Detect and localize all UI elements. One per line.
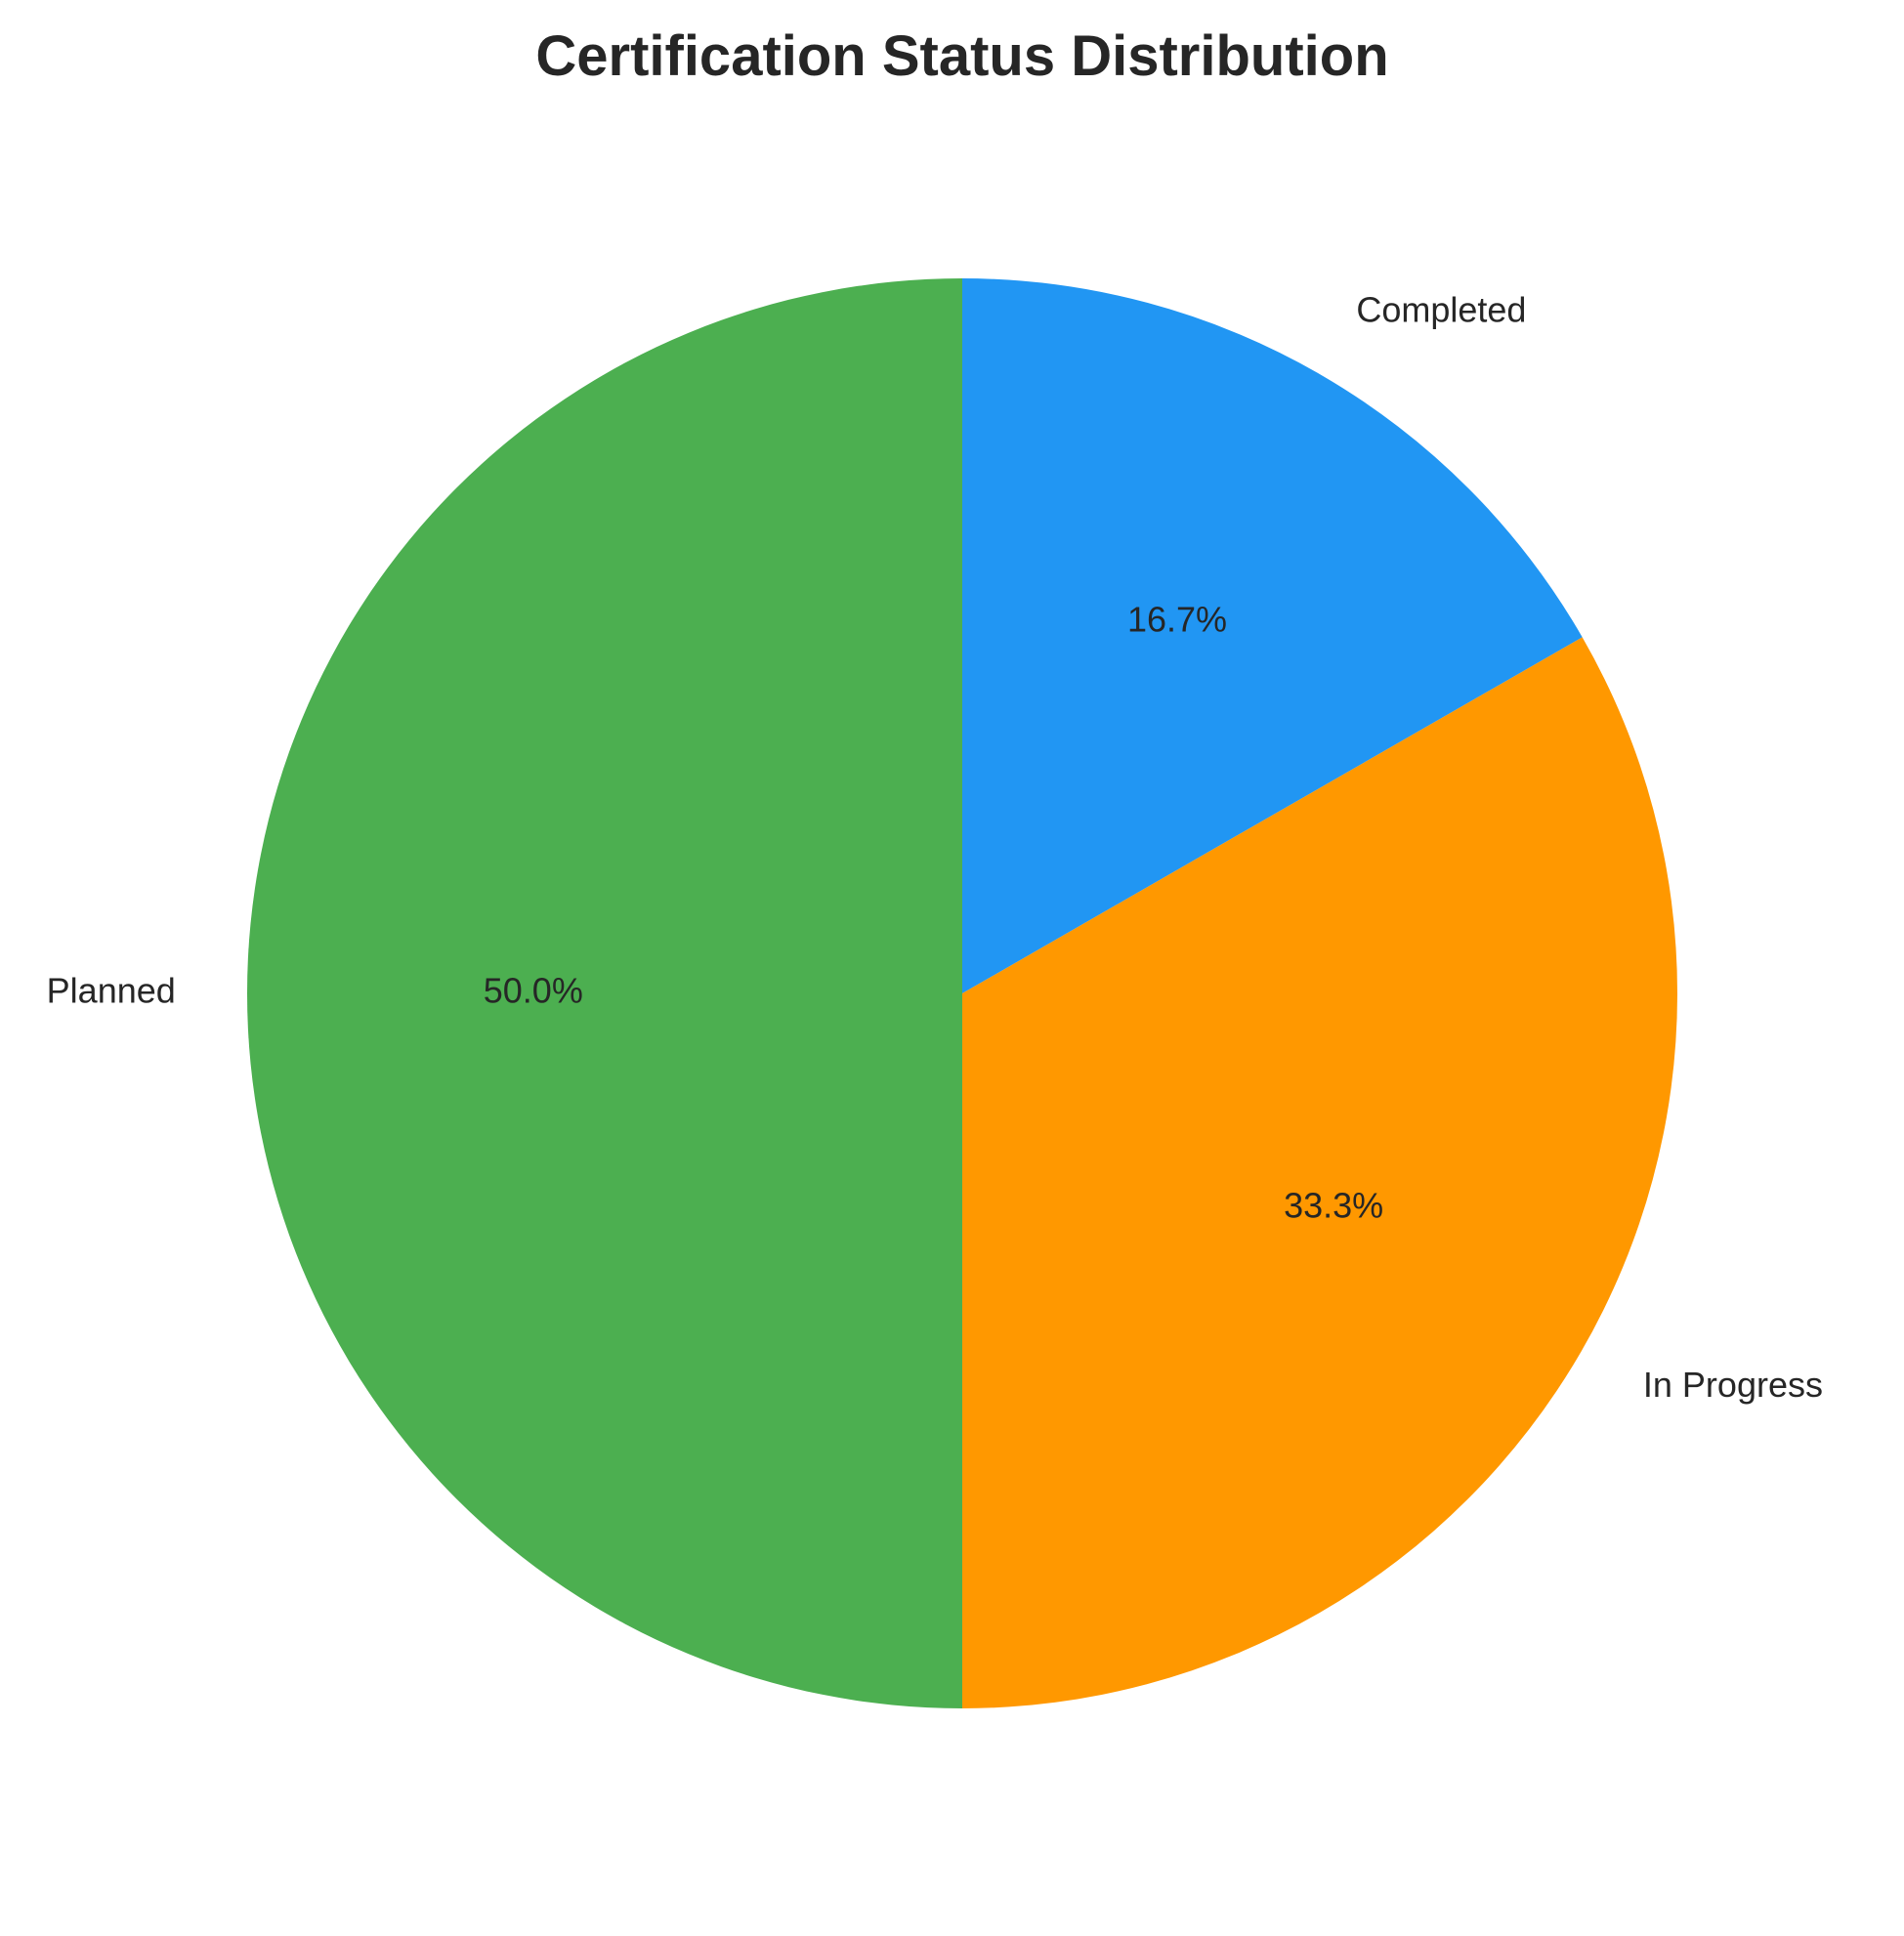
percent-label-in-progress: 33.3% [1284,1186,1383,1226]
percent-label-planned: 50.0% [484,971,583,1011]
pie-slices [247,278,1678,1708]
pie-labels: Completed 16.7% In Progress 33.3% Planned 50.… [47,290,1823,1405]
pie-slice-in-progress [962,637,1678,1708]
percent-label-completed: 16.7% [1127,599,1227,639]
slice-label-in-progress: In Progress [1643,1365,1823,1405]
slice-label-planned: Planned [47,971,176,1011]
slice-label-completed: Completed [1356,290,1526,330]
pie-slice-planned [247,278,962,1708]
chart-title: Certification Status Distribution [535,24,1388,88]
pie-slice-completed [962,278,1583,993]
